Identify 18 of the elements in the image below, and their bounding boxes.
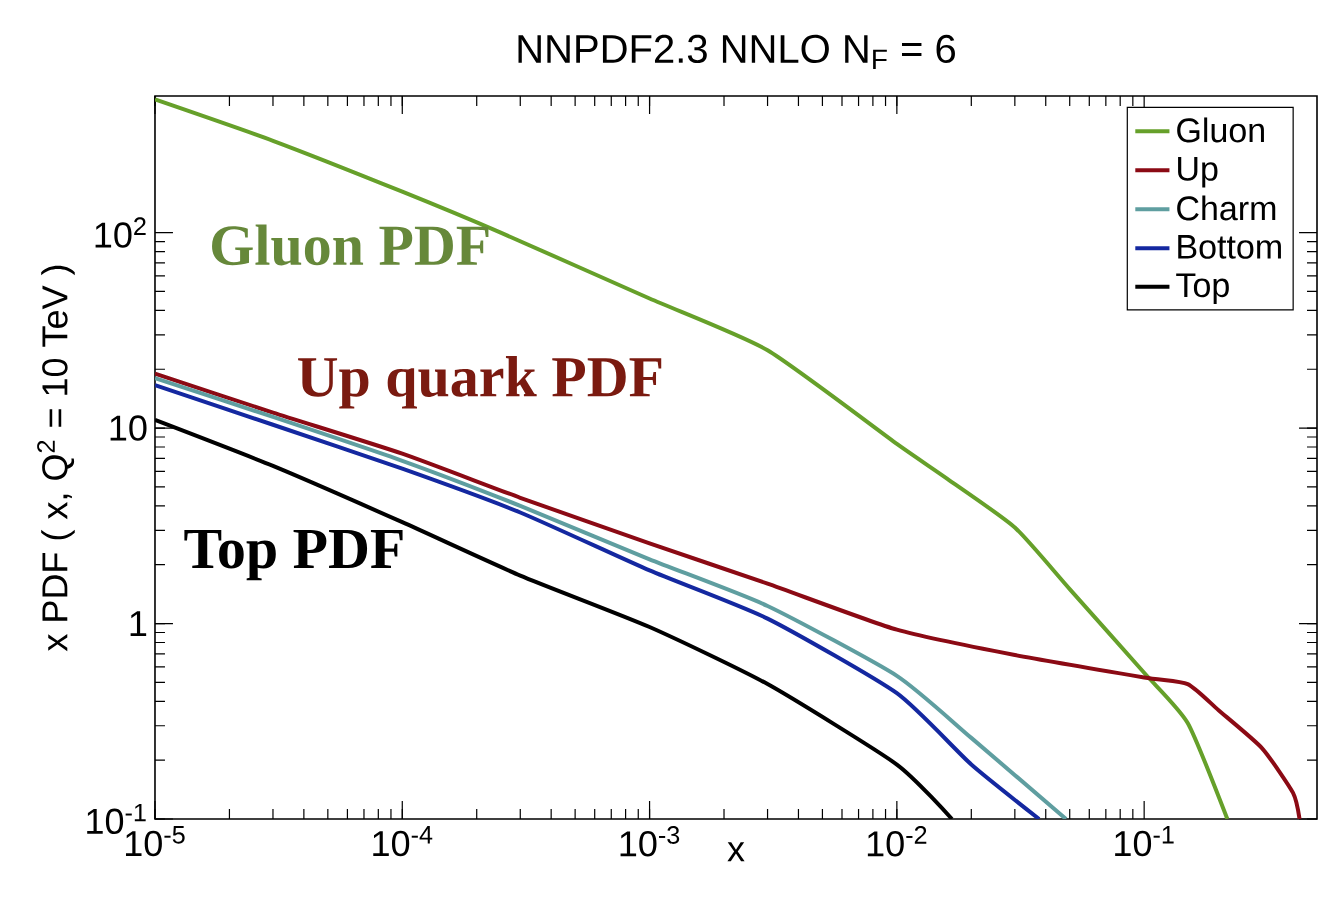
x-tick-label: 10$^{-1}$ <box>1115 826 1174 857</box>
y-tick-label: 10$^{2}$ <box>95 217 146 248</box>
x-tick-label: 10$^{-2}$ <box>867 826 927 857</box>
x-tick-label: 10$^{-4}$ <box>373 826 433 857</box>
legend-label: Charm <box>1177 195 1276 221</box>
chart-title: NNPDF2.3 NNLO N$_{F}$ = 6 <box>518 34 955 69</box>
y-tick-label: 1 <box>130 611 147 636</box>
x-tick-label: 10$^{-3}$ <box>620 826 680 857</box>
annotation: Top PDF <box>184 529 403 581</box>
x-axis-title: x <box>727 842 745 862</box>
y-axis-title: x PDF ( x, Q$^{2}$ = 10 TeV ) <box>37 265 75 652</box>
legend-label: Gluon <box>1177 117 1264 143</box>
legend-label: Top <box>1176 273 1229 304</box>
annotation: Up quark PDF <box>298 356 662 409</box>
y-tick-label: 10 <box>110 415 147 441</box>
legend-label: Up <box>1178 157 1218 188</box>
legend-label: Bottom <box>1178 235 1281 259</box>
annotation: Gluon PDF <box>212 224 489 266</box>
